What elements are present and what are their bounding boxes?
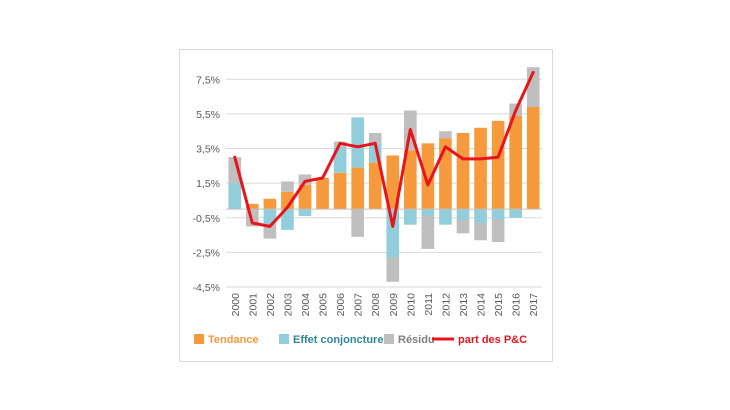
bar-r-sidu-2002 [263,224,277,239]
bar-r-sidu-2003 [281,181,294,192]
bar-tendance-2004 [298,184,312,210]
bar-tendance-2017 [526,107,540,210]
x-tick-label: 2005 [318,293,330,317]
bar-tendance-2009 [386,155,400,210]
y-tick-label: -4,5% [193,282,220,294]
x-tick-label: 2001 [247,293,259,317]
legend-label: Effet conjoncturel [293,334,387,346]
y-tick-label: 5,5% [196,109,220,121]
bars [228,67,540,282]
bar-tendance-2005 [316,177,329,210]
bar-effet-conjoncturel-2009 [386,209,400,258]
bar-effet-conjoncturel-2015 [491,209,505,220]
x-tick-label: 2014 [476,293,488,317]
x-tick-label: 2013 [458,293,470,317]
x-tick-label: 2010 [405,293,417,317]
y-tick-label: 7,5% [196,74,220,86]
x-tick-label: 2004 [300,293,312,317]
bar-r-sidu-2013 [456,219,470,234]
bar-r-sidu-2008 [368,132,382,144]
legend-swatch [384,334,394,344]
x-tick-label: 2016 [511,293,523,317]
bar-tendance-2016 [509,115,522,210]
legend-label: part des P&C [458,334,527,346]
y-axis-ticks: -4,5% -2,5% -0,5% 1,5% 3,5% 5,5% 7,5% [193,74,220,294]
trend-line [233,70,535,228]
bar-effet-conjoncturel-2011 [421,209,435,217]
bar-tendance-2015 [491,120,505,210]
line-part-des-pc [233,70,535,228]
bar-r-sidu-2012 [439,131,452,139]
bar-tendance-2008 [368,162,382,210]
stacked-bar-line-chart: -4,5% -2,5% -0,5% 1,5% 3,5% 5,5% 7,5% 2000 2001… [193,67,542,346]
x-tick-label: 2006 [335,293,347,317]
x-axis-ticks: 2000 2001 2002 2003 2004 2005 2006 2007 2008 2009… [230,293,540,317]
y-tick-label: 3,5% [196,144,220,156]
bar-effet-conjoncturel-2000 [228,183,242,210]
bar-tendance-2002 [263,198,277,210]
y-tick-label: 1,5% [196,178,220,190]
bar-effet-conjoncturel-2012 [439,209,452,225]
x-tick-label: 2008 [370,293,382,317]
bar-r-sidu-2007 [351,209,364,237]
bar-tendance-2010 [404,150,417,210]
x-tick-label: 2003 [282,293,294,317]
bar-effet-conjoncturel-2010 [404,209,417,225]
bar-tendance-2014 [474,127,487,210]
bar-effet-conjoncturel-2003 [281,209,294,230]
legend-swatch [194,334,204,344]
bar-effet-conjoncturel-2007 [351,117,364,168]
legend: Tendance Effet conjoncturel Résidu part des… [194,334,527,346]
x-tick-label: 2011 [423,293,435,316]
bar-tendance-2007 [351,167,364,210]
bar-r-sidu-2011 [421,216,435,249]
bar-tendance-2006 [333,172,347,210]
legend-label: Tendance [208,334,259,346]
x-tick-label: 2015 [493,293,505,317]
bar-effet-conjoncturel-2013 [456,209,470,220]
bar-effet-conjoncturel-2006 [333,146,347,173]
y-tick-label: -2,5% [193,247,220,259]
bar-r-sidu-2014 [474,222,487,241]
x-tick-label: 2012 [440,293,452,317]
bar-effet-conjoncturel-2004 [298,209,312,217]
x-tick-label: 2002 [265,293,277,317]
bar-tendance-2011 [421,143,435,210]
x-tick-label: 2007 [353,293,365,317]
bar-tendance-2001 [246,203,259,210]
bar-effet-conjoncturel-2014 [474,209,487,223]
legend-swatch [279,334,289,344]
bar-effet-conjoncturel-2016 [509,209,522,218]
x-tick-label: 2009 [388,293,400,317]
bar-r-sidu-2009 [386,257,400,282]
bar-tendance-2013 [456,132,470,210]
legend-label: Résidu [398,334,435,346]
bar-r-sidu-2004 [298,174,312,185]
bar-r-sidu-2015 [491,219,505,242]
x-tick-label: 2000 [230,293,242,317]
y-tick-label: -0,5% [193,213,220,225]
chart-frame: -4,5% -2,5% -0,5% 1,5% 3,5% 5,5% 7,5% 2000 2001… [179,49,553,362]
x-tick-label: 2017 [528,293,540,317]
